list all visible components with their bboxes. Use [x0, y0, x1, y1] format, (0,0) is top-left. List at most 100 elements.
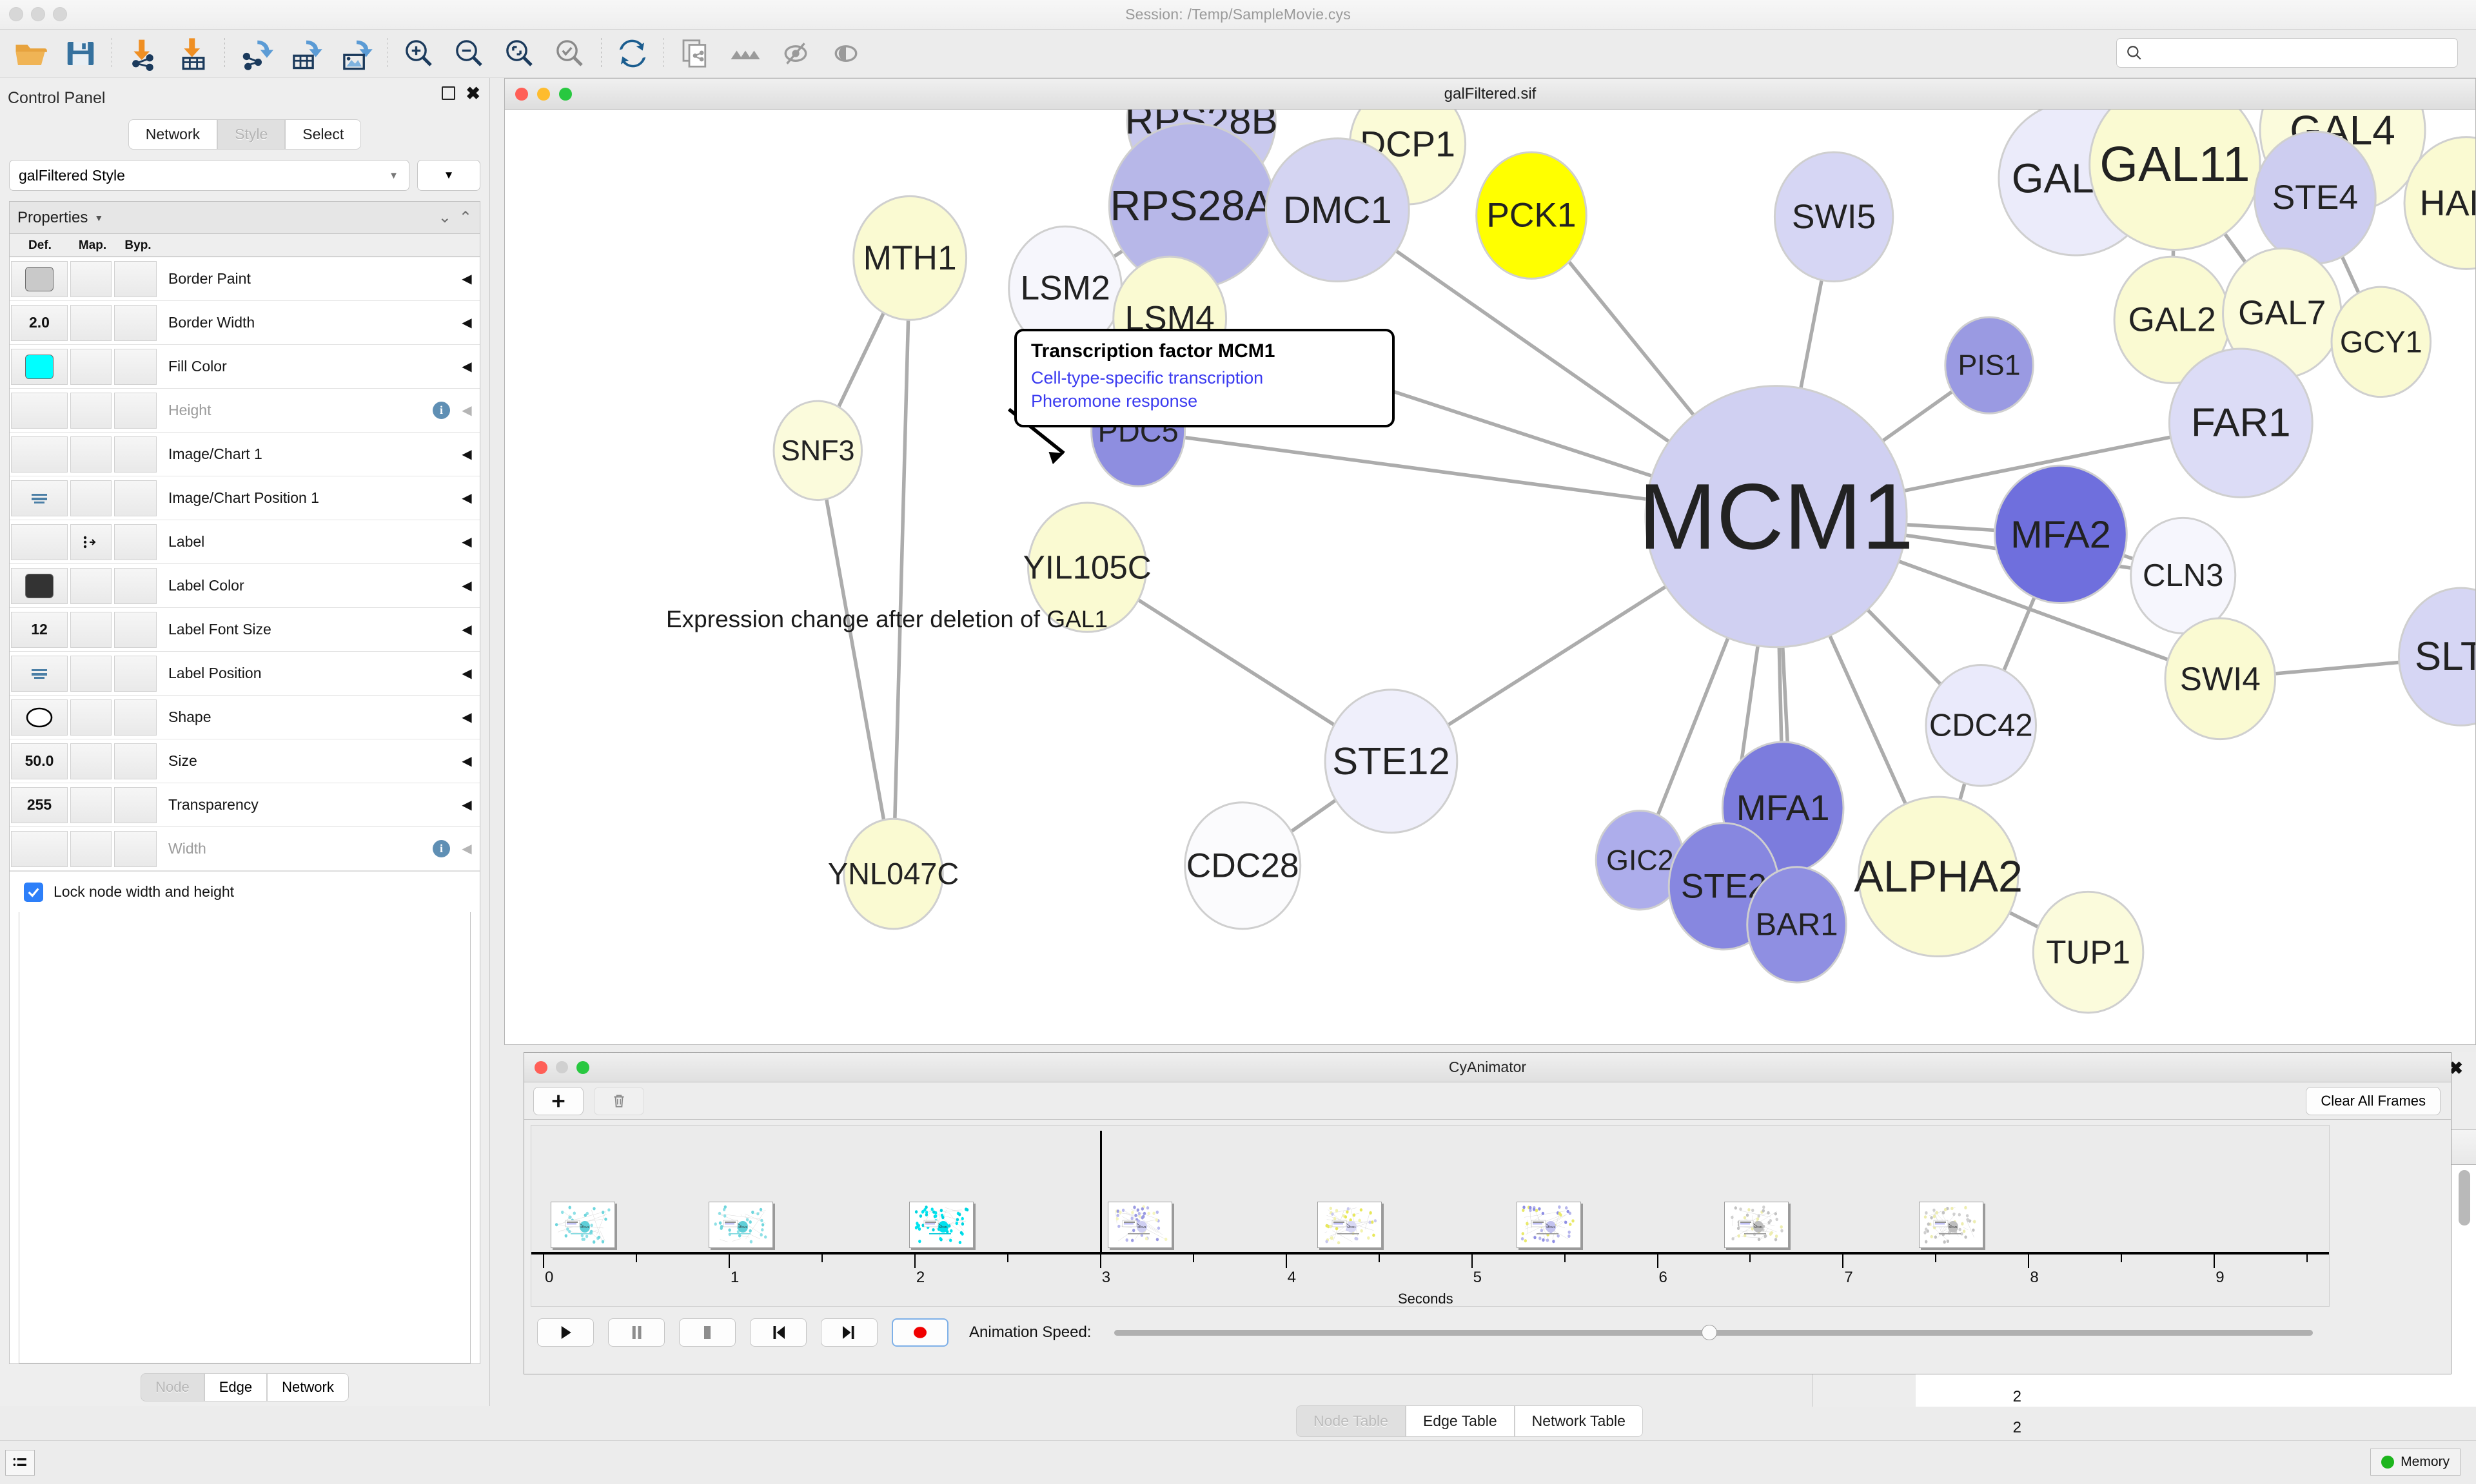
frame-thumbnail[interactable]: MCM1: [1317, 1202, 1382, 1248]
property-default-cell[interactable]: [11, 655, 68, 692]
property-default-cell[interactable]: [11, 567, 68, 604]
refresh-icon[interactable]: [607, 30, 658, 77]
collapse-all-icon[interactable]: ⌃: [458, 209, 472, 226]
close-icon[interactable]: ✖: [2448, 1058, 2463, 1078]
color-swatch[interactable]: [25, 266, 54, 291]
property-bypass-cell[interactable]: [114, 699, 157, 736]
zoom-out-icon[interactable]: [444, 30, 495, 77]
maximize-cyanimator-button[interactable]: [576, 1060, 589, 1074]
property-bypass-cell[interactable]: [114, 480, 157, 516]
property-bypass-cell[interactable]: [114, 523, 157, 560]
close-window-button[interactable]: [9, 7, 23, 21]
property-bypass-cell[interactable]: [114, 436, 157, 473]
node-shape[interactable]: [2032, 890, 2145, 1014]
property-row[interactable]: Height i ◀: [10, 389, 480, 433]
tab-node-table[interactable]: Node Table: [1296, 1405, 1406, 1437]
property-bypass-cell[interactable]: [114, 304, 157, 341]
property-mapping-cell[interactable]: [70, 743, 112, 779]
property-mapping-cell[interactable]: [70, 567, 112, 604]
frame-thumbnail[interactable]: MCM1: [1724, 1202, 1789, 1248]
close-network-button[interactable]: [515, 87, 528, 101]
property-mapping-cell[interactable]: [70, 348, 112, 385]
maximize-network-button[interactable]: [559, 87, 572, 101]
network-node[interactable]: YNL047C: [828, 817, 959, 930]
network-node[interactable]: SNF3: [772, 400, 863, 502]
property-row[interactable]: Label Color ◀: [10, 564, 480, 608]
network-node[interactable]: GAL11: [2088, 110, 2261, 251]
timeline-playhead[interactable]: [1099, 1131, 1102, 1252]
network-node[interactable]: YIL105C: [1023, 502, 1152, 633]
node-shape[interactable]: [843, 817, 944, 930]
network-traffic-lights[interactable]: [515, 87, 572, 101]
network-node[interactable]: FAR1: [2168, 347, 2314, 498]
close-icon[interactable]: ✖: [466, 83, 480, 103]
network-node[interactable]: MFA1: [1721, 741, 1845, 875]
property-default-cell[interactable]: [11, 830, 68, 867]
lock-node-size-checkbox[interactable]: [24, 882, 43, 902]
search-input[interactable]: [2148, 45, 2457, 61]
network-node[interactable]: GAL7: [2222, 247, 2343, 379]
new-network-icon[interactable]: [670, 30, 720, 77]
network-node[interactable]: MTH1: [852, 195, 968, 321]
property-row[interactable]: Fill Color ◀: [10, 345, 480, 389]
property-default-cell[interactable]: 255: [11, 786, 68, 823]
property-expand-arrow[interactable]: ◀: [462, 360, 472, 374]
export-network-icon[interactable]: [231, 30, 281, 77]
node-shape[interactable]: [1184, 801, 1302, 930]
node-shape[interactable]: [1644, 385, 1908, 649]
network-node[interactable]: STE4: [2254, 130, 2377, 265]
property-mapping-cell[interactable]: [70, 699, 112, 736]
property-default-cell[interactable]: [11, 436, 68, 473]
property-mapping-cell[interactable]: [70, 786, 112, 823]
animation-speed-slider[interactable]: [1114, 1324, 2313, 1340]
record-button[interactable]: [892, 1318, 948, 1347]
float-window-icon[interactable]: [442, 86, 456, 100]
node-shape[interactable]: [1944, 316, 2034, 415]
property-default-cell[interactable]: [11, 260, 68, 297]
network-node[interactable]: BAR1: [1746, 866, 1847, 984]
property-row[interactable]: Label ◀: [10, 520, 480, 564]
minimize-network-button[interactable]: [537, 87, 550, 101]
animation-timeline[interactable]: MCM1 MCM1 MCM1 MCM1 MCM1 MCM1 MCM1 MCM1 0 1 2 3 4 5 6…: [531, 1125, 2330, 1307]
lock-node-size-row[interactable]: Lock node width and height: [10, 871, 480, 912]
next-frame-button[interactable]: [821, 1318, 878, 1347]
property-expand-arrow[interactable]: ◀: [462, 447, 472, 462]
property-mapping-cell[interactable]: [70, 436, 112, 473]
layout-icon[interactable]: [720, 30, 771, 77]
network-node[interactable]: DMC1: [1264, 137, 1410, 283]
frame-thumbnail[interactable]: MCM1: [709, 1202, 774, 1248]
property-row[interactable]: 12 Label Font Size ◀: [10, 608, 480, 652]
style-options-button[interactable]: ▼: [417, 160, 480, 191]
property-mapping-cell[interactable]: [70, 392, 112, 429]
node-shape[interactable]: [772, 400, 863, 502]
network-node[interactable]: MFA2: [1994, 464, 2128, 605]
save-icon[interactable]: [55, 30, 106, 77]
memory-status-button[interactable]: Memory: [2370, 1449, 2461, 1476]
property-expand-arrow[interactable]: ◀: [462, 316, 472, 330]
node-shape[interactable]: [1994, 464, 2128, 605]
pause-button[interactable]: [608, 1318, 665, 1347]
network-canvas[interactable]: RPS28BDCP1RPS28ADMC1PCK1SWI5GAL80GAL11GA…: [505, 110, 2475, 1044]
delete-frame-button[interactable]: [594, 1086, 644, 1115]
network-edge[interactable]: [816, 450, 896, 875]
property-bypass-cell[interactable]: [114, 786, 157, 823]
expand-all-icon[interactable]: ⌄: [438, 209, 451, 226]
property-expand-arrow[interactable]: ◀: [462, 798, 472, 812]
node-shape[interactable]: [2168, 347, 2314, 498]
property-default-cell[interactable]: [11, 348, 68, 385]
property-row[interactable]: Shape ◀: [10, 696, 480, 739]
maximize-window-button[interactable]: [53, 7, 67, 21]
frame-thumbnail[interactable]: MCM1: [909, 1202, 974, 1248]
zoom-selected-icon[interactable]: [495, 30, 545, 77]
play-button[interactable]: [537, 1318, 594, 1347]
frame-thumbnail[interactable]: MCM1: [1919, 1202, 1984, 1248]
network-node[interactable]: SWI4: [2164, 617, 2277, 741]
property-row[interactable]: 255 Transparency ◀: [10, 783, 480, 827]
clear-all-frames-button[interactable]: Clear All Frames: [2306, 1086, 2441, 1115]
open-folder-icon[interactable]: [5, 30, 55, 77]
prev-frame-button[interactable]: [750, 1318, 807, 1347]
node-shape[interactable]: [1475, 151, 1587, 280]
property-mapping-cell[interactable]: [70, 830, 112, 867]
node-shape[interactable]: [1324, 688, 1459, 834]
hide-selected-icon[interactable]: [771, 30, 821, 77]
